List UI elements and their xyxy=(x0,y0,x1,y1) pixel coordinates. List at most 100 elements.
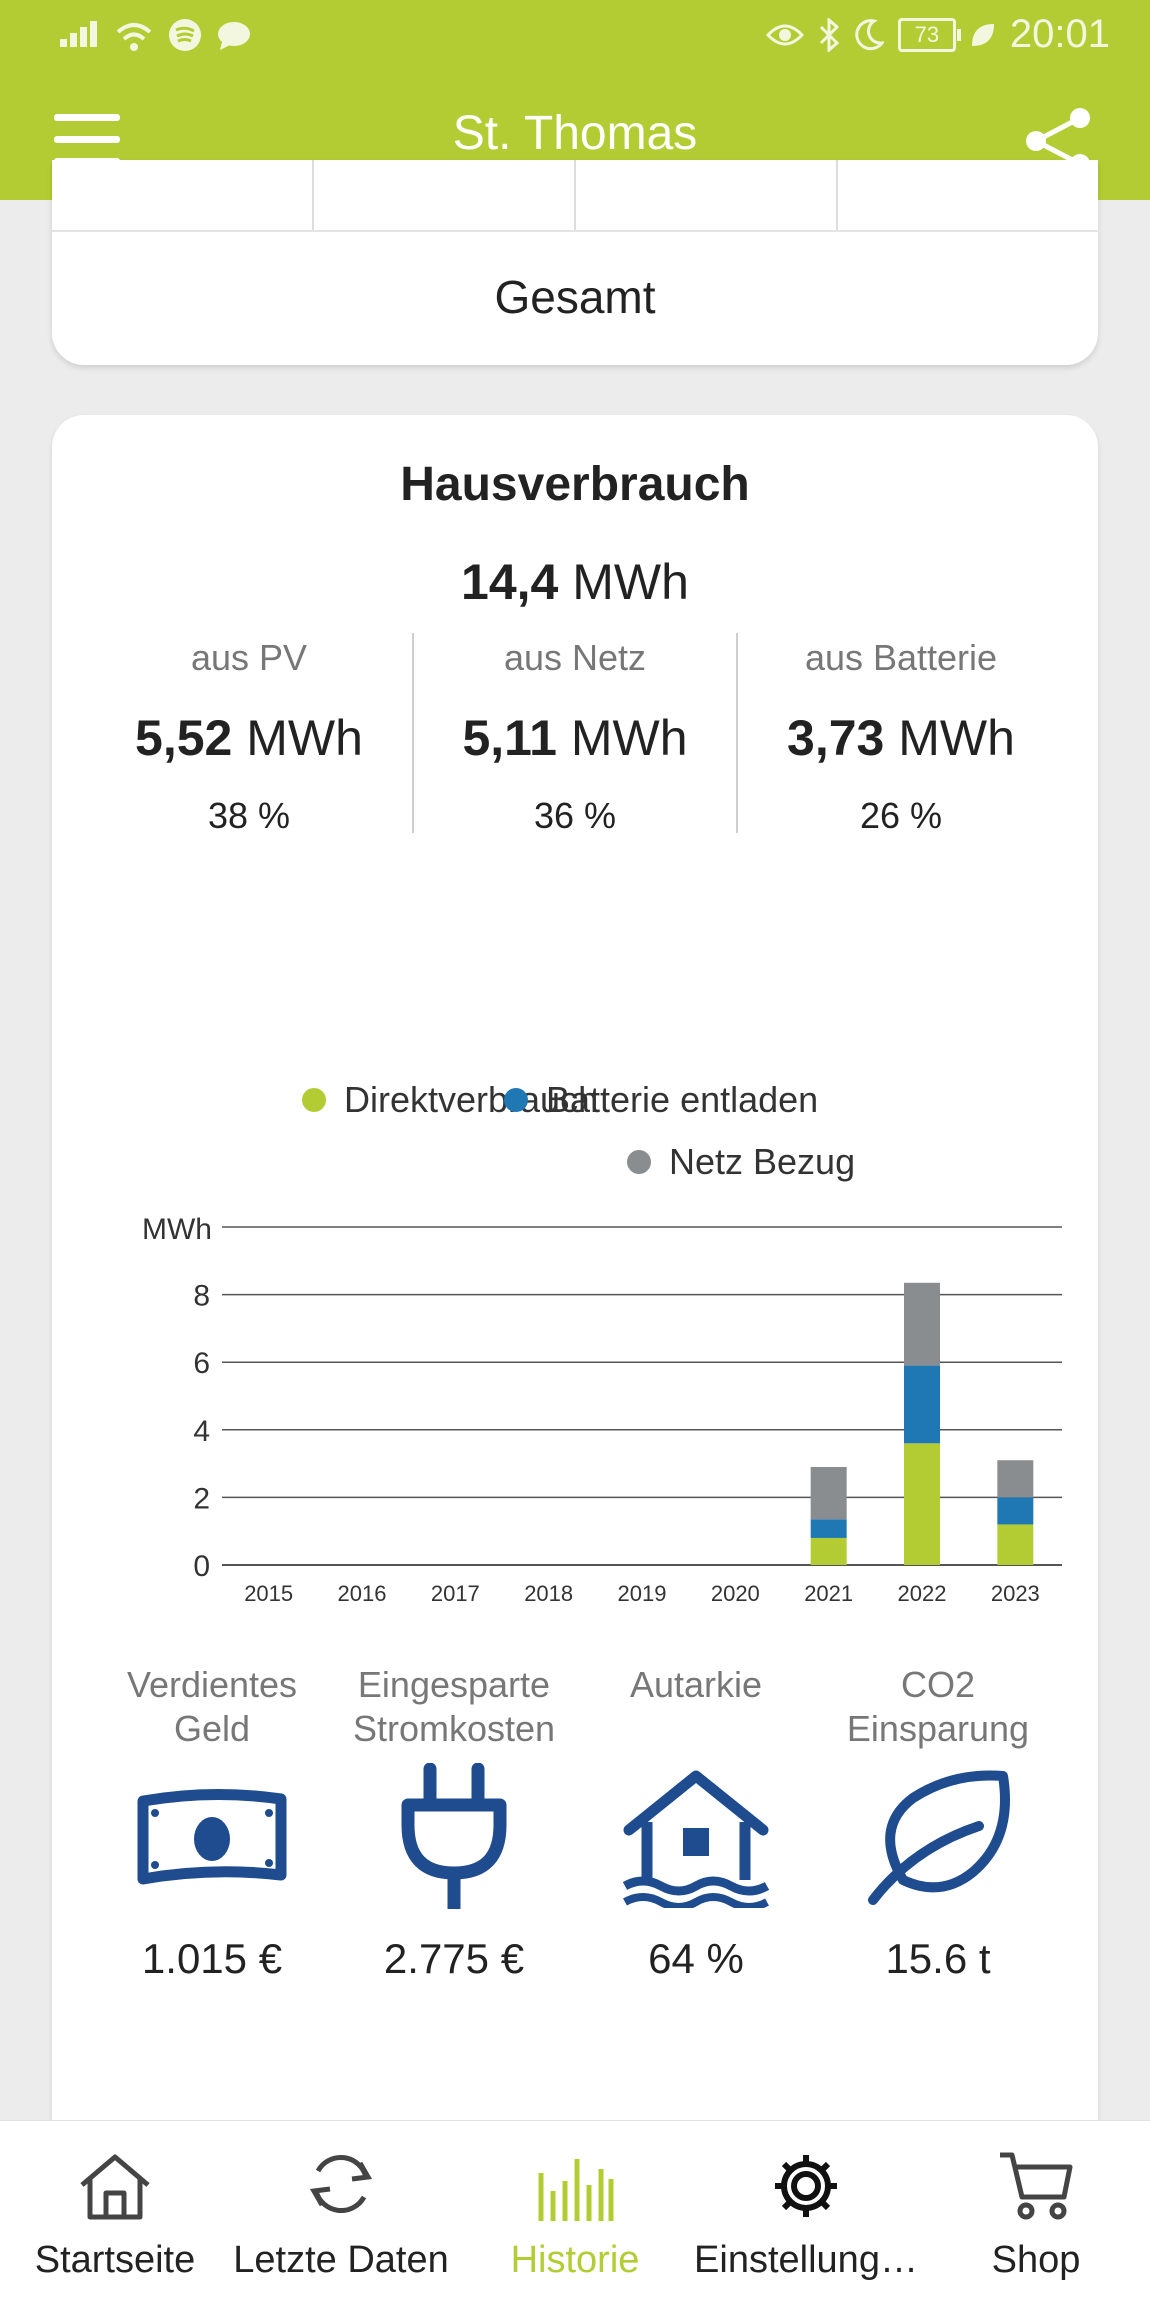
stat-label: Autarkie xyxy=(629,1664,763,1705)
source-battery: aus Batterie 3,73 MWh 26 % xyxy=(736,637,1066,837)
source-value: 3,73 MWh xyxy=(787,710,1015,766)
y-tick-label: 6 xyxy=(193,1347,210,1380)
source-value: 5,52 MWh xyxy=(135,710,363,766)
legend-direct-consumption[interactable]: Direktverbrauch xyxy=(302,1079,598,1121)
stat-label: Eingesparte Stromkosten xyxy=(352,1664,556,1749)
eye-icon xyxy=(765,24,804,45)
x-tick-label: 2021 xyxy=(804,1581,853,1606)
house-water-icon xyxy=(622,1770,770,1908)
stat-value: 2.775 € xyxy=(383,1935,525,1982)
bluetooth-icon xyxy=(819,17,840,52)
segment-underline xyxy=(52,230,1098,232)
y-tick-label: 2 xyxy=(193,1482,210,1515)
segment-divider xyxy=(574,160,576,230)
source-grid: aus Netz 5,11 MWh 36 % xyxy=(410,637,740,837)
x-tick-label: 2023 xyxy=(991,1581,1040,1606)
stat-label: Verdientes Geld xyxy=(126,1664,298,1749)
home-icon xyxy=(80,2154,150,2220)
legend-battery-discharge[interactable]: Batterie entladen xyxy=(504,1079,818,1121)
cart-icon xyxy=(1000,2152,1073,2220)
nav-latest-data[interactable]: Letzte Daten xyxy=(226,2121,456,2301)
x-tick-label: 2016 xyxy=(338,1581,387,1606)
nav-history[interactable]: Historie xyxy=(480,2121,670,2301)
bar-segment xyxy=(904,1282,940,1366)
source-value: 5,11 MWh xyxy=(462,710,688,766)
source-pv: aus PV 5,52 MWh 38 % xyxy=(84,637,414,837)
y-axis-unit: MWh xyxy=(142,1213,212,1246)
stat-label: CO2 Einsparung xyxy=(846,1664,1030,1749)
wifi-icon xyxy=(116,23,152,51)
source-percent: 26 % xyxy=(859,795,943,836)
chart-svg: MWh 0 2 4 6 8 2015 2016 2017 2018 2019 2020 2021 2022… xyxy=(142,1213,1062,1606)
nav-shop[interactable]: Shop xyxy=(946,2121,1126,2301)
stat-autarky: Autarkie 64 % xyxy=(576,1663,816,1983)
bar-segment xyxy=(997,1497,1034,1525)
x-tick-label: 2020 xyxy=(711,1581,760,1606)
status-icons-right: 73 20:01 xyxy=(765,12,1110,57)
stat-saved-costs: Eingesparte Stromkosten 2.775 € xyxy=(334,1663,574,1983)
source-label: aus Batterie xyxy=(804,637,998,678)
legend-grid-import[interactable]: Netz Bezug xyxy=(627,1141,855,1183)
legend-dot xyxy=(504,1088,528,1112)
x-tick-label: 2019 xyxy=(618,1581,667,1606)
stat-value: 1.015 € xyxy=(141,1935,283,1982)
y-tick-label: 4 xyxy=(193,1415,210,1448)
spotify-icon xyxy=(169,19,201,51)
period-total-option[interactable]: Gesamt xyxy=(494,271,656,323)
y-tick-label: 8 xyxy=(193,1280,210,1313)
plug-icon xyxy=(401,1763,507,1909)
segment-divider xyxy=(312,160,314,230)
nav-label: Startseite xyxy=(34,2239,196,2281)
consumption-total-unit: MWh xyxy=(572,554,689,610)
column-divider xyxy=(412,633,414,833)
status-time: 20:01 xyxy=(1009,12,1110,56)
leaf-status-icon xyxy=(971,23,994,46)
legend-label: Batterie entladen xyxy=(546,1079,819,1120)
consumption-total: 14,4 MWh xyxy=(52,553,1098,611)
x-tick-label: 2017 xyxy=(431,1581,480,1606)
nav-label: Historie xyxy=(510,2239,640,2281)
stat-co2-savings: CO2 Einsparung 15.6 t xyxy=(818,1663,1058,1983)
consumption-title: Hausverbrauch xyxy=(400,458,750,511)
consumption-total-value: 14,4 xyxy=(461,554,559,610)
history-icon xyxy=(538,2159,614,2221)
moon-icon xyxy=(855,18,884,50)
status-icons-left xyxy=(60,18,252,52)
bar-segment xyxy=(904,1365,940,1444)
nav-label: Einstellung… xyxy=(694,2239,918,2281)
consumption-card: Hausverbrauch 14,4 MWh aus PV 5,52 MWh 3… xyxy=(52,415,1098,2165)
nav-home[interactable]: Startseite xyxy=(20,2121,210,2301)
nav-label: Shop xyxy=(991,2239,1081,2281)
x-tick-label: 2018 xyxy=(524,1581,573,1606)
battery-icon: 73 xyxy=(897,17,961,52)
stat-value: 64 % xyxy=(648,1935,744,1982)
nav-label: Letzte Daten xyxy=(233,2239,449,2281)
bar-segment xyxy=(810,1466,847,1520)
column-divider xyxy=(736,633,738,833)
leaf-icon xyxy=(868,1770,1010,1905)
x-tick-label: 2015 xyxy=(244,1581,293,1606)
stat-earned-money: Verdientes Geld 1.015 € xyxy=(92,1663,332,1983)
source-label: aus Netz xyxy=(503,637,647,678)
status-bar: 73 20:01 xyxy=(0,0,1150,78)
bar-segment xyxy=(997,1524,1034,1565)
bar-segment xyxy=(810,1519,847,1538)
source-label: aus PV xyxy=(190,637,308,678)
signal-icon xyxy=(60,21,100,52)
nav-settings[interactable]: Einstellung… xyxy=(686,2121,926,2301)
money-icon xyxy=(137,1788,287,1885)
gear-icon xyxy=(775,2155,837,2217)
legend-label: Direktverbrauch xyxy=(344,1079,599,1120)
legend-dot xyxy=(627,1150,651,1174)
source-percent: 38 % xyxy=(207,795,291,836)
legend-dot xyxy=(302,1088,326,1112)
x-tick-label: 2022 xyxy=(898,1581,947,1606)
stat-value: 15.6 t xyxy=(885,1935,991,1982)
refresh-icon xyxy=(309,2154,373,2214)
legend-label: Netz Bezug xyxy=(669,1141,856,1182)
y-tick-label: 0 xyxy=(193,1550,210,1583)
bar-segment xyxy=(810,1537,847,1565)
period-card: Gesamt xyxy=(52,160,1098,365)
message-icon xyxy=(218,22,250,50)
bottom-navigation: Startseite Letzte Daten Historie xyxy=(0,2120,1150,2301)
